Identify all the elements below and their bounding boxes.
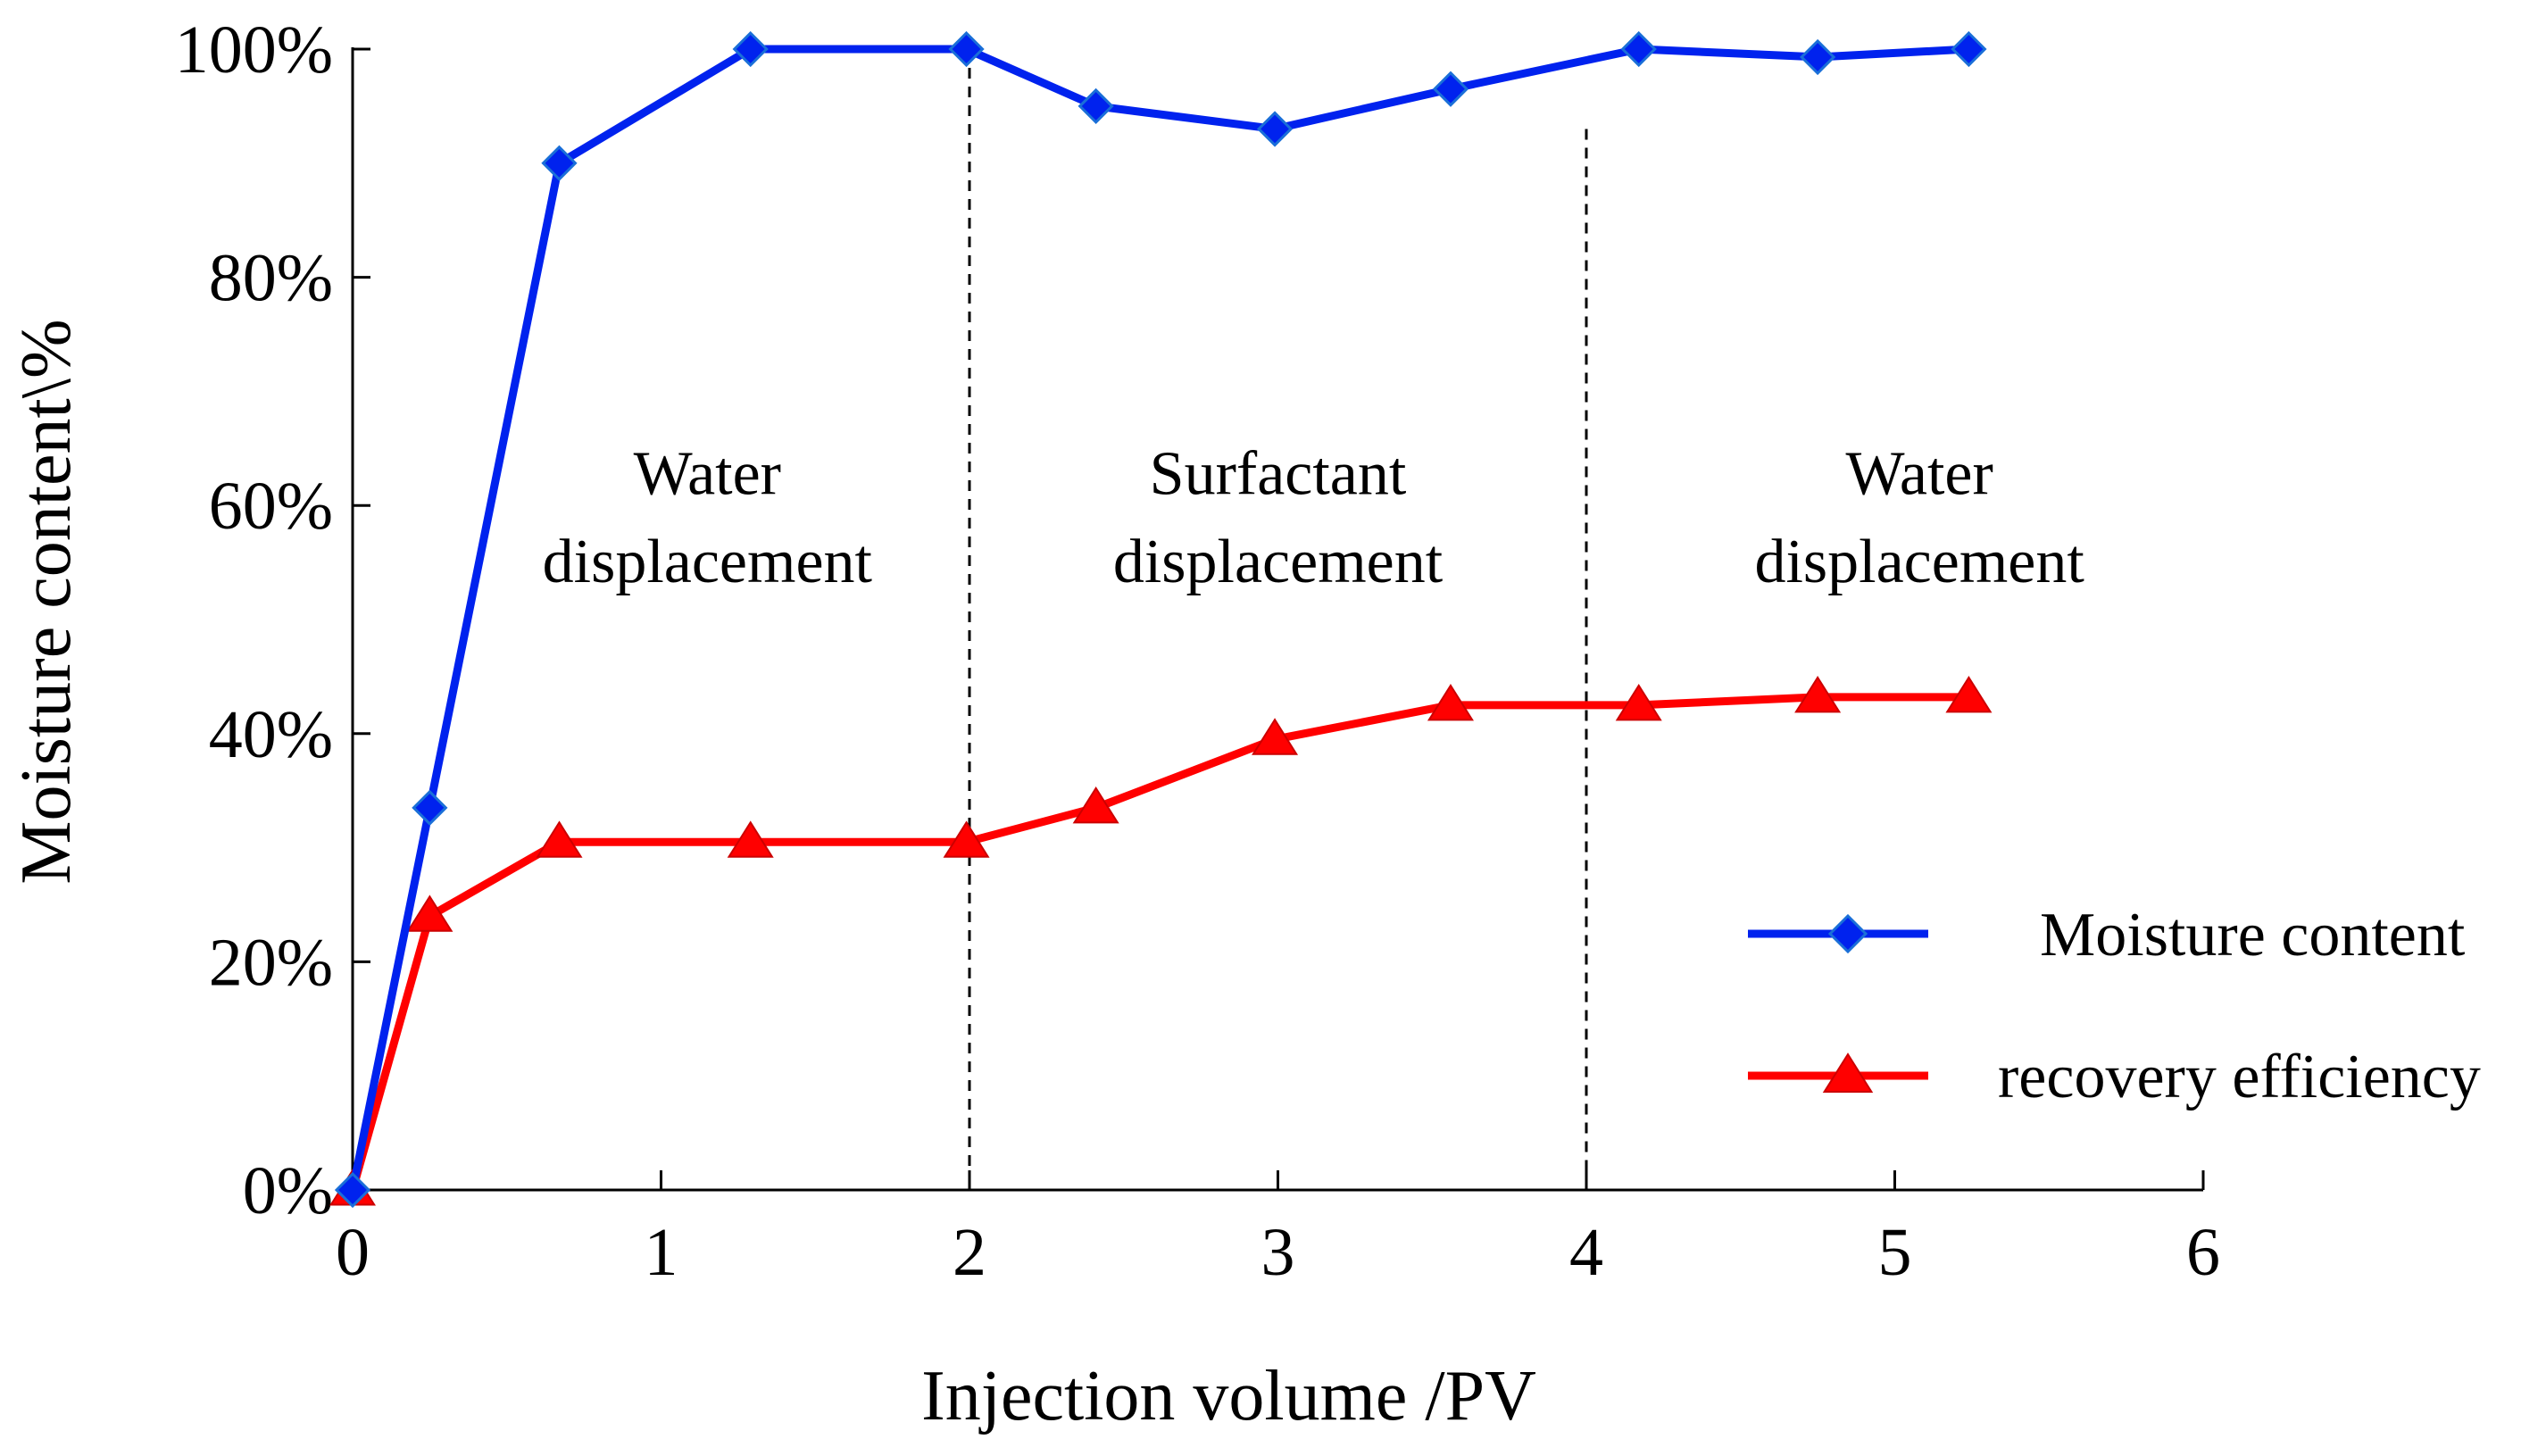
y-tick-label: 100% (175, 12, 333, 87)
region-dividers (968, 49, 1588, 1190)
tick-labels: 0% 20% 40% 60% 80% 100% 0 1 2 3 4 5 6 (175, 12, 2220, 1290)
region-label-line2: displacement (1754, 528, 2084, 596)
data-point-recovery-efficiency (1427, 683, 1474, 721)
data-point-moisture-content (1077, 87, 1114, 125)
y-tick-label: 40% (209, 697, 333, 772)
x-tick-label: 2 (953, 1215, 986, 1290)
region-label-line2: displacement (543, 528, 873, 596)
data-point-recovery-efficiency (536, 820, 583, 858)
series-line-recovery-efficiency (348, 693, 1973, 1194)
data-point-moisture-content (1800, 38, 1836, 76)
y-tick-label: 80% (209, 241, 333, 316)
x-tick-label: 6 (2186, 1215, 2220, 1290)
data-point-moisture-content (541, 145, 578, 181)
data-point-recovery-efficiency (1615, 683, 1662, 721)
series-line-moisture-content (348, 45, 1973, 1194)
legend-marker-diamond (1827, 913, 1868, 954)
legend-marker-triangle (1822, 1052, 1874, 1093)
data-point-moisture-content (1432, 71, 1469, 107)
x-tick-label: 0 (336, 1215, 370, 1290)
data-point-recovery-efficiency (1072, 786, 1119, 824)
legend-label: Moisture content (2040, 901, 2466, 969)
data-point-recovery-efficiency (727, 820, 774, 858)
data-point-moisture-content (948, 30, 985, 68)
data-point-moisture-content (1951, 30, 1987, 68)
x-tick-label: 3 (1261, 1215, 1295, 1290)
axes (351, 47, 2205, 1192)
x-tick-label: 5 (1878, 1215, 1912, 1290)
region-label-line1: Water (634, 439, 781, 508)
region-label-line1: Water (1845, 439, 1993, 508)
series-layer (329, 30, 1993, 1209)
y-tick-label: 0% (243, 1153, 333, 1228)
x-tick-label: 1 (645, 1215, 678, 1290)
y-tick-label: 60% (209, 469, 333, 544)
legend: Moisture content recovery efficiency (1748, 901, 2481, 1111)
data-point-moisture-content (334, 1171, 371, 1209)
y-axis-title: Moisture content\% (7, 319, 86, 884)
data-point-moisture-content (1620, 30, 1657, 68)
legend-label: recovery efficiency (1998, 1043, 2481, 1111)
y-tick-label: 20% (209, 925, 333, 1000)
x-axis-title: Injection volume /PV (921, 1357, 1536, 1435)
region-label-line2: displacement (1113, 528, 1444, 596)
data-point-recovery-efficiency (1252, 718, 1299, 755)
data-point-moisture-content (412, 789, 448, 826)
data-point-recovery-efficiency (943, 820, 990, 858)
data-point-moisture-content (1256, 111, 1294, 147)
data-point-recovery-efficiency (406, 894, 453, 932)
x-tick-label: 4 (1569, 1215, 1603, 1290)
data-point-recovery-efficiency (1794, 676, 1842, 713)
data-point-moisture-content (732, 30, 769, 68)
region-label-line1: Surfactant (1150, 439, 1407, 508)
region-labels: Water displacement Surfactant displacement W… (543, 439, 2085, 595)
data-point-recovery-efficiency (1945, 676, 1993, 713)
